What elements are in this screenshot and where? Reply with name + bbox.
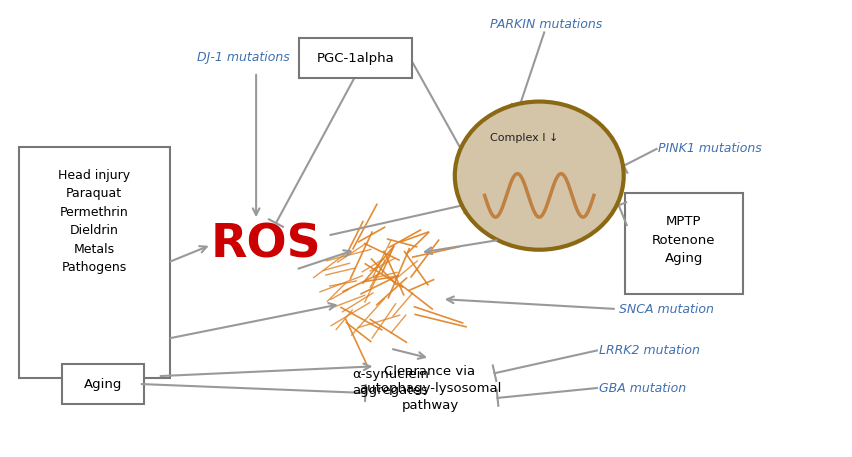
Text: GBA mutation: GBA mutation: [599, 382, 686, 394]
Text: PGC-1alpha: PGC-1alpha: [317, 52, 394, 64]
Text: Aging: Aging: [84, 377, 123, 391]
Text: MPTP
Rotenone
Aging: MPTP Rotenone Aging: [652, 215, 716, 265]
Text: α-synuclein
aggregates: α-synuclein aggregates: [352, 368, 429, 397]
Text: Complex I ↓: Complex I ↓: [490, 133, 559, 143]
Text: Head injury
Paraquat
Permethrin
Dieldrin
Metals
Pathogens: Head injury Paraquat Permethrin Dieldrin…: [58, 169, 130, 274]
Text: LRRK2 mutation: LRRK2 mutation: [599, 344, 699, 357]
Text: Clearance via
autophagy-lysosomal
pathway: Clearance via autophagy-lysosomal pathwa…: [359, 365, 501, 412]
FancyBboxPatch shape: [299, 38, 412, 78]
FancyBboxPatch shape: [625, 193, 743, 294]
Text: DJ-1 mutations: DJ-1 mutations: [197, 51, 290, 64]
Text: SNCA mutation: SNCA mutation: [619, 303, 714, 315]
Ellipse shape: [455, 101, 624, 250]
Text: PINK1 mutations: PINK1 mutations: [659, 143, 763, 155]
FancyBboxPatch shape: [62, 364, 144, 404]
Text: ROS: ROS: [210, 222, 321, 267]
FancyBboxPatch shape: [19, 147, 170, 378]
Text: PARKIN mutations: PARKIN mutations: [490, 18, 602, 31]
